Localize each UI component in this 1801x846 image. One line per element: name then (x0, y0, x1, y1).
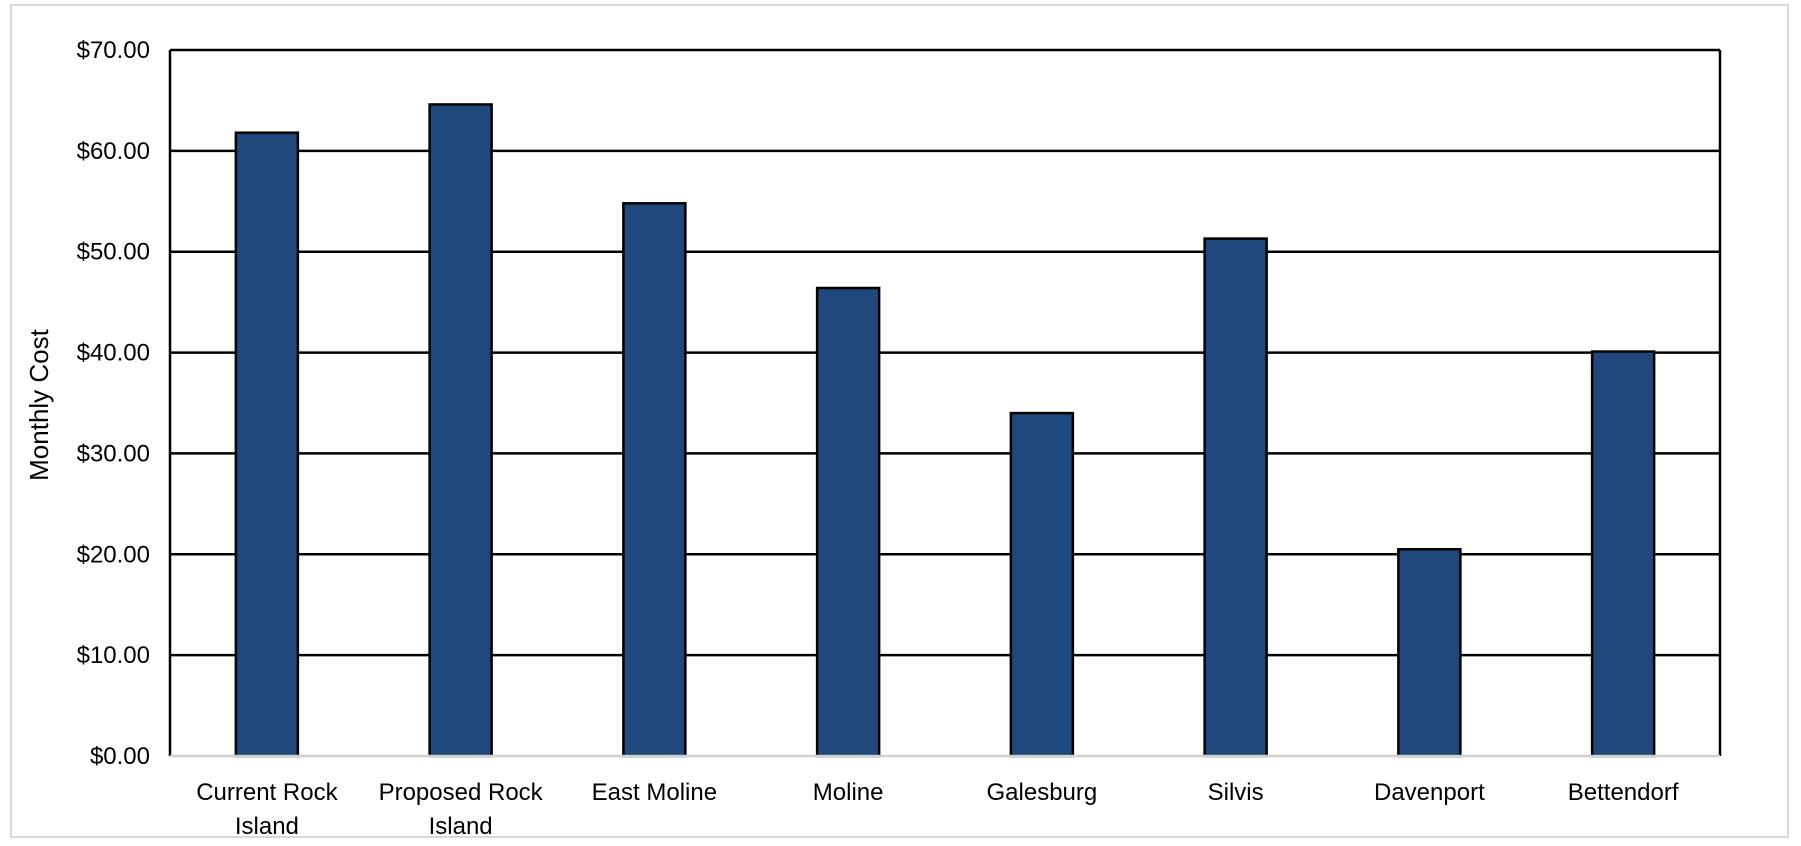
x-category-label-line: Galesburg (987, 779, 1098, 806)
bars (234, 103, 1656, 758)
bar (428, 103, 493, 758)
axes (168, 50, 1722, 758)
x-category-label-line: Silvis (1208, 779, 1264, 806)
y-tick-label: $30.00 (77, 440, 150, 467)
y-axis-title: Monthly Cost (24, 328, 54, 480)
x-category-label: Silvis (1208, 779, 1264, 806)
y-tick-label: $60.00 (77, 138, 150, 165)
x-category-label: East Moline (592, 779, 717, 806)
x-category-label-line: Island (429, 813, 493, 840)
x-category-label: Galesburg (987, 779, 1098, 806)
bar (1009, 411, 1075, 758)
bar (622, 202, 687, 758)
x-category-label: Proposed Rock Island (379, 779, 544, 840)
x-category-label: Moline (813, 779, 884, 806)
x-category-label: Davenport (1374, 779, 1485, 806)
y-tick-label: $40.00 (77, 340, 150, 367)
bar (1397, 547, 1462, 758)
x-category-label-line: Proposed Rock (379, 779, 544, 806)
x-category-label-line: Island (235, 813, 299, 840)
x-category-label-line: Moline (813, 779, 884, 806)
x-category-label-line: Davenport (1374, 779, 1485, 806)
x-category-labels: Current Rock Island Proposed Rock Island Eas… (196, 779, 1679, 840)
y-tick-labels: $0.00 $10.00 $20.00 $30.00 $40.00 $50.00 $60.0… (77, 37, 150, 770)
x-category-label-line: Bettendorf (1568, 779, 1679, 806)
x-category-label: Bettendorf (1568, 779, 1679, 806)
bar (234, 131, 300, 758)
bar (1203, 237, 1268, 758)
y-tick-label: $10.00 (77, 642, 150, 669)
y-tick-label: $70.00 (77, 37, 150, 64)
x-category-label-line: East Moline (592, 779, 717, 806)
y-tick-label: $50.00 (77, 239, 150, 266)
x-category-label: Current Rock Island (196, 779, 338, 840)
bar (815, 286, 881, 758)
gridlines (170, 48, 1720, 657)
y-tick-label: $0.00 (90, 743, 150, 770)
x-category-label-line: Current Rock (196, 779, 338, 806)
bar (1590, 350, 1656, 758)
chart-frame (10, 4, 1789, 838)
y-tick-label: $20.00 (77, 541, 150, 568)
